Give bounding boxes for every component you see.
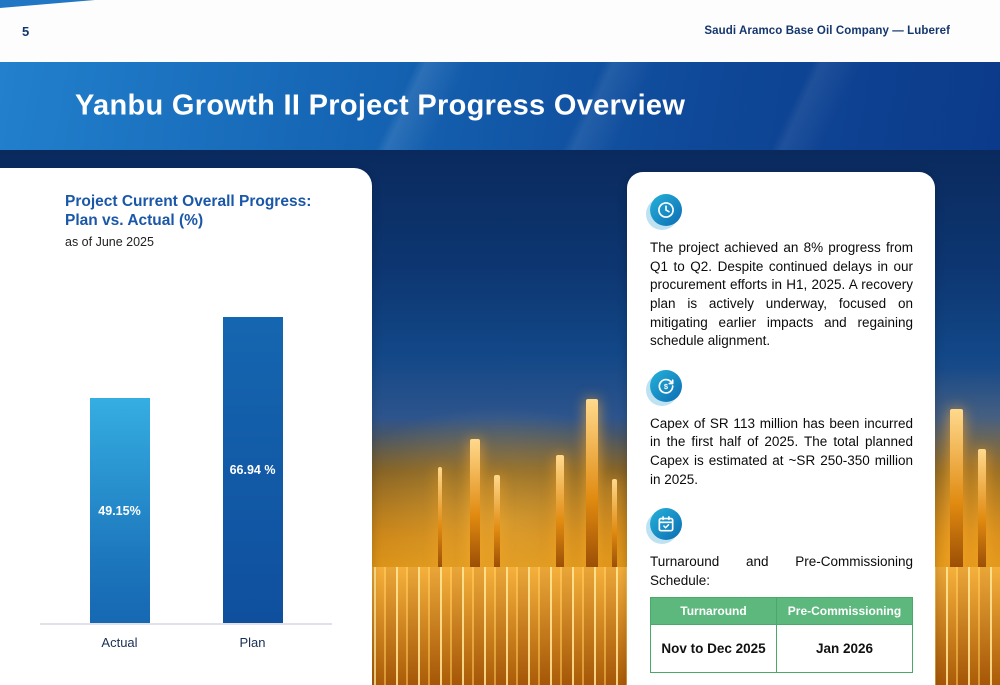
refinery-tower bbox=[556, 455, 564, 567]
progress-chart-card: Project Current Overall Progress: Plan v… bbox=[0, 168, 372, 685]
slide-title: Yanbu Growth II Project Progress Overvie… bbox=[75, 89, 686, 122]
bar-actual: 49.15% bbox=[89, 398, 150, 623]
schedule-heading: Turnaround and Pre-Commissioning Schedul… bbox=[650, 554, 913, 588]
refinery-tower bbox=[950, 409, 963, 567]
refinery-tower bbox=[438, 467, 442, 567]
company-name: Saudi Aramco Base Oil Company — Luberef bbox=[704, 25, 950, 37]
calendar-check-icon bbox=[650, 508, 682, 541]
project-info-card: The project achieved an 8% progress from… bbox=[627, 172, 935, 685]
svg-text:$: $ bbox=[664, 382, 669, 391]
chart-title-line2: Plan vs. Actual (%) bbox=[65, 212, 204, 230]
page-number: 5 bbox=[22, 24, 30, 39]
refinery-tower bbox=[470, 439, 480, 567]
chart-category-labels: Actual Plan bbox=[40, 635, 332, 650]
schedule-table: Turnaround Pre-Commissioning Nov to Dec … bbox=[650, 596, 914, 673]
capex-coin-icon: $ bbox=[650, 369, 682, 402]
schedule-table-header-row: Turnaround Pre-Commissioning bbox=[650, 596, 914, 625]
capex-summary-text: Capex of SR 113 million has been incurre… bbox=[650, 415, 913, 487]
top-bar: 5 Saudi Aramco Base Oil Company — Lubere… bbox=[0, 0, 1000, 62]
chart-subtitle: as of June 2025 bbox=[65, 234, 154, 249]
refinery-tower bbox=[494, 475, 500, 567]
axis-label-plan: Plan bbox=[239, 635, 266, 650]
chart-title-line1: Project Current Overall Progress: bbox=[65, 193, 312, 210]
table-header-precommissioning: Pre-Commissioning bbox=[775, 596, 914, 625]
progress-summary-text: The project achieved an 8% progress from… bbox=[650, 240, 913, 349]
refinery-tower bbox=[612, 479, 617, 567]
bar-chart: 49.15% 66.94 % Actual Plan bbox=[40, 280, 332, 650]
table-header-turnaround: Turnaround bbox=[650, 596, 777, 625]
chart-plot-area: 49.15% 66.94 % bbox=[40, 280, 332, 625]
table-cell-precommissioning-date: Jan 2026 bbox=[775, 623, 914, 673]
bar-plan-value-label: 66.94 % bbox=[229, 462, 276, 477]
title-band: Yanbu Growth II Project Progress Overvie… bbox=[0, 62, 1000, 150]
bar-plan: 66.94 % bbox=[222, 316, 283, 623]
clock-icon bbox=[650, 194, 682, 226]
bar-actual-value-label: 49.15% bbox=[98, 503, 141, 518]
chart-title: Project Current Overall Progress: Plan v… bbox=[65, 192, 352, 231]
table-cell-turnaround-date: Nov to Dec 2025 bbox=[650, 623, 777, 673]
schedule-table-row: Nov to Dec 2025 Jan 2026 bbox=[650, 623, 914, 673]
refinery-tower bbox=[586, 399, 598, 567]
refinery-tower bbox=[978, 449, 986, 567]
axis-label-actual: Actual bbox=[101, 635, 138, 650]
corner-wedge-decoration bbox=[0, 0, 95, 8]
